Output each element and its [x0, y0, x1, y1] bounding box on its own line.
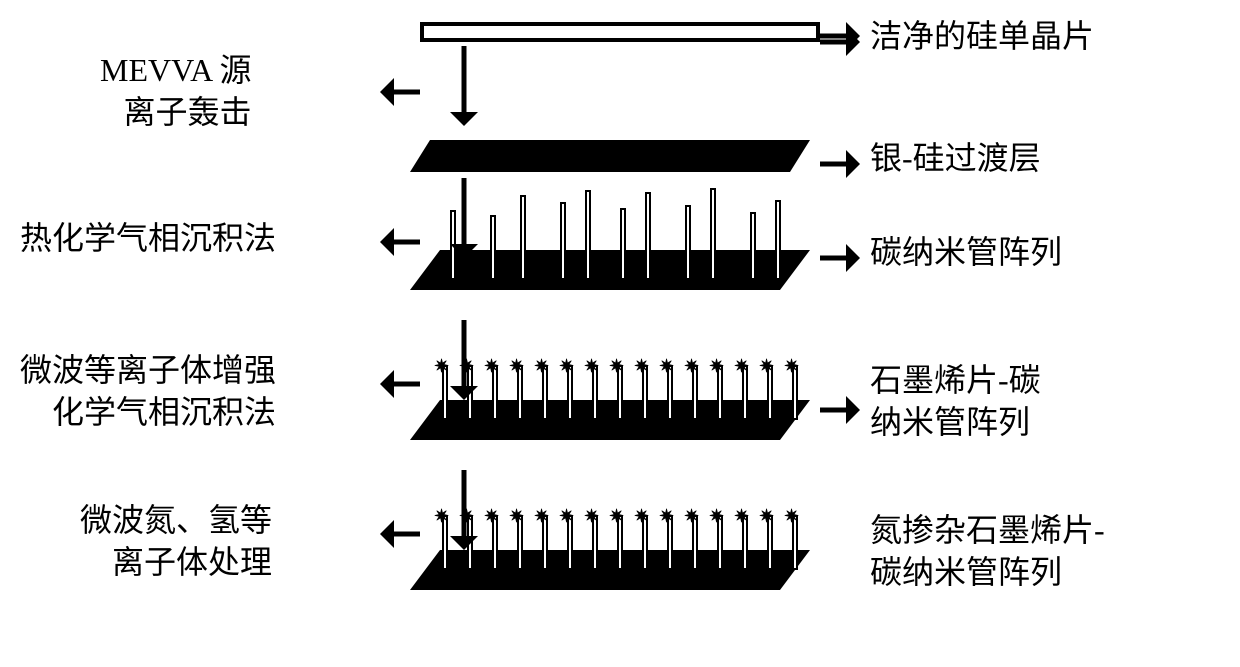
right-label-2: 碳纳米管阵列 — [870, 232, 1062, 274]
arrow-left-icon — [380, 78, 420, 111]
left-label-4: 微波氮、氢等离子体处理 — [80, 500, 272, 583]
arrow-right-icon — [820, 244, 860, 277]
left-label-2: 热化学气相沉积法 — [20, 218, 276, 260]
arrow-down-icon — [450, 320, 478, 405]
left-label-3: 微波等离子体增强化学气相沉积法 — [20, 350, 276, 433]
right-label-4: 氮掺杂石墨烯片-碳纳米管阵列 — [870, 510, 1105, 593]
arrow-down-icon — [450, 178, 478, 263]
arrow-down-icon — [450, 46, 478, 131]
arrow-left-icon — [380, 228, 420, 261]
arrow-left-icon — [380, 520, 420, 553]
right-label-3: 石墨烯片-碳纳米管阵列 — [870, 360, 1041, 443]
stage-graphic-1 — [410, 140, 810, 177]
right-label-1: 银-硅过渡层 — [870, 138, 1041, 180]
arrow-down-icon — [450, 470, 478, 555]
arrow-right-icon — [820, 396, 860, 429]
right-label-0: 洁净的硅单晶片 — [870, 16, 1094, 58]
arrow-left-icon — [380, 370, 420, 403]
left-label-1: MEVVA 源离子轰击 — [100, 50, 251, 133]
arrow-right-icon — [820, 28, 860, 61]
stage-graphic-0 — [420, 22, 820, 42]
arrow-right-icon — [820, 150, 860, 183]
